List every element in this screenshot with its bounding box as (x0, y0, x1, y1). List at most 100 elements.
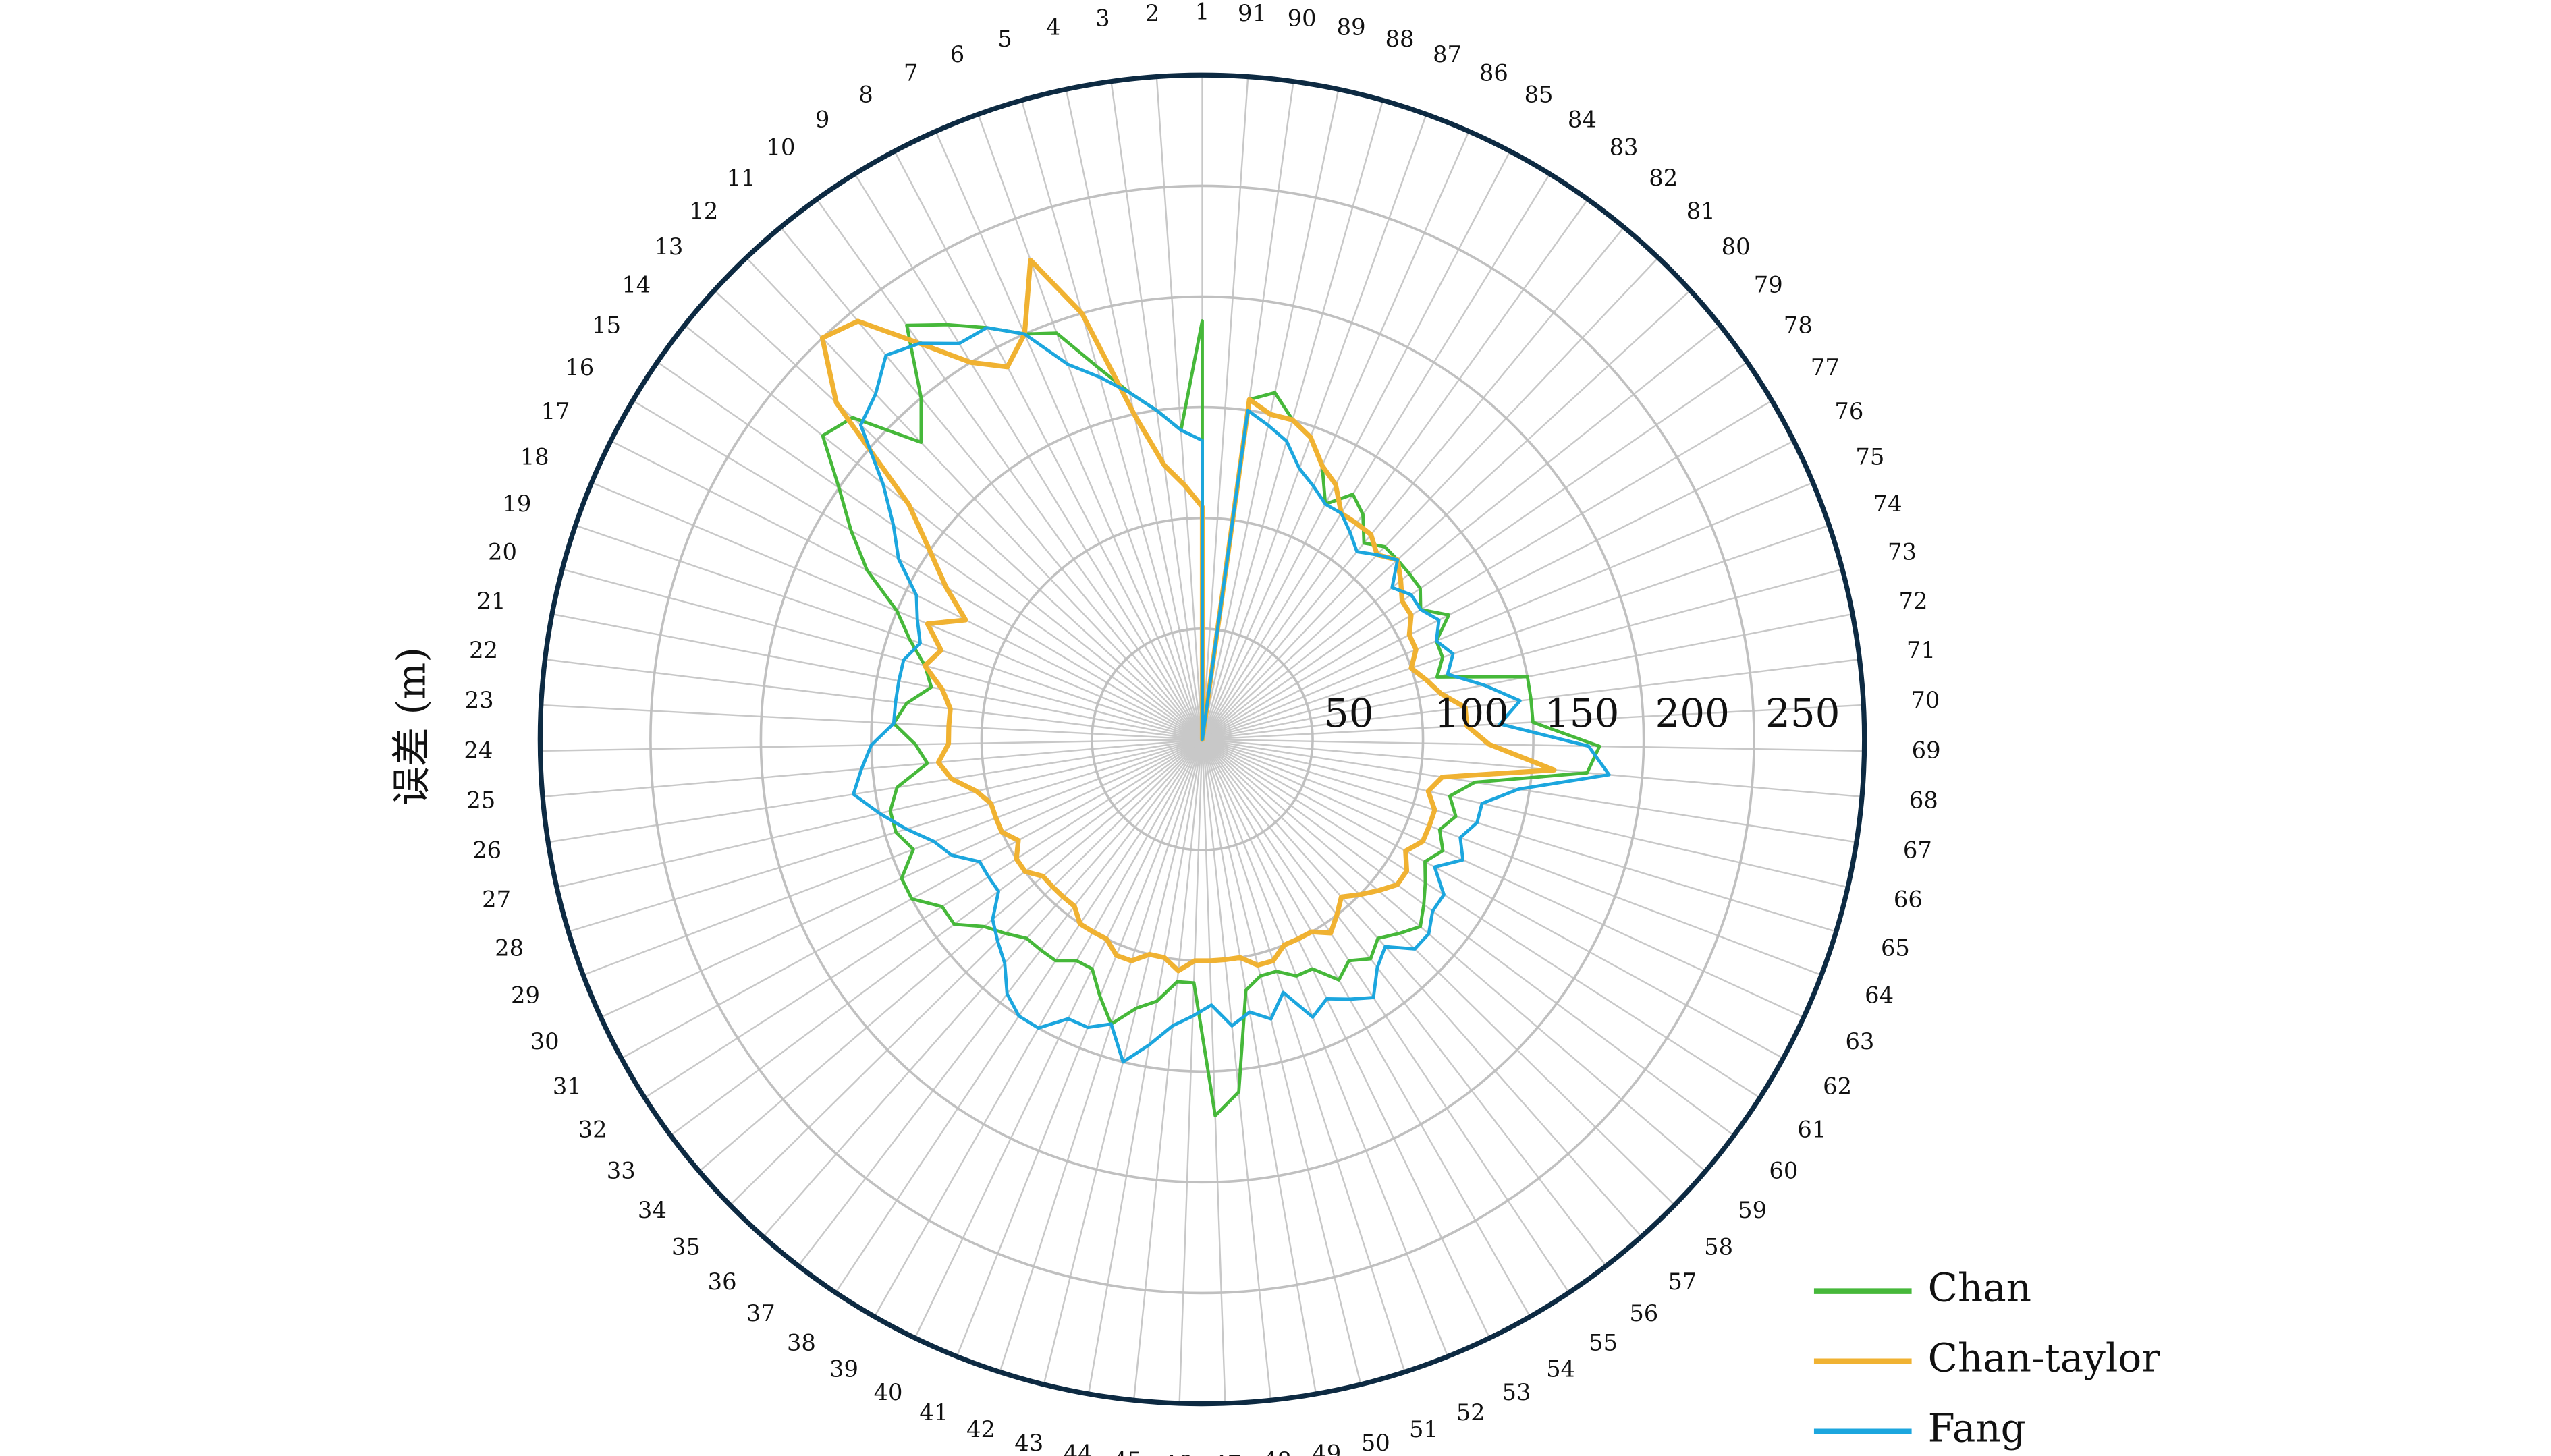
category-label: 35 (671, 1234, 701, 1260)
category-label: 69 (1912, 737, 1941, 763)
category-label: 11 (727, 165, 756, 191)
y-axis-label: 误差 (m) (389, 647, 435, 806)
r-tick-label: 50 (1324, 690, 1374, 736)
category-label: 90 (1288, 5, 1317, 32)
legend-label: Fang (1928, 1405, 2026, 1451)
category-label: 47 (1213, 1451, 1242, 1456)
category-label: 64 (1865, 982, 1894, 1009)
category-label: 39 (829, 1355, 858, 1382)
category-label: 49 (1312, 1440, 1341, 1456)
r-tick-label: 200 (1655, 690, 1730, 736)
r-tick-label: 100 (1434, 690, 1508, 736)
category-label: 65 (1881, 934, 1910, 961)
category-label: 66 (1894, 886, 1923, 912)
category-label: 57 (1668, 1268, 1697, 1295)
category-label: 52 (1456, 1399, 1485, 1426)
category-label: 42 (966, 1416, 995, 1443)
grid-ring (759, 295, 1645, 1184)
outer-ring (537, 72, 1867, 1407)
category-label: 45 (1113, 1447, 1142, 1456)
category-label: 38 (787, 1329, 816, 1355)
category-label: 44 (1064, 1440, 1093, 1456)
category-label: 75 (1855, 444, 1884, 470)
category-label: 12 (689, 198, 718, 224)
category-label: 27 (482, 886, 511, 912)
category-label: 86 (1479, 59, 1508, 86)
r-tick-label: 250 (1765, 690, 1840, 736)
category-label: 74 (1873, 491, 1902, 517)
category-label: 78 (1784, 312, 1813, 338)
category-label: 7 (904, 59, 918, 86)
category-label: 25 (466, 787, 495, 814)
category-label: 19 (502, 491, 531, 517)
category-label: 56 (1629, 1300, 1658, 1326)
category-label: 10 (766, 134, 795, 161)
category-label: 6 (950, 41, 964, 67)
category-label: 29 (511, 982, 540, 1009)
category-label: 73 (1888, 538, 1917, 565)
category-label: 36 (708, 1268, 737, 1295)
grid-ring (649, 184, 1755, 1295)
category-label: 87 (1433, 41, 1462, 67)
category-label: 34 (638, 1197, 667, 1223)
category-label: 72 (1899, 588, 1928, 614)
category-label: 67 (1903, 837, 1932, 863)
category-label: 83 (1610, 134, 1639, 161)
category-label: 89 (1337, 13, 1366, 40)
r-tick-label: 150 (1545, 690, 1619, 736)
category-label: 21 (477, 588, 506, 614)
series-line (819, 257, 1557, 974)
category-label: 16 (565, 354, 594, 381)
category-label: 20 (488, 538, 517, 565)
category-label: 26 (472, 837, 501, 863)
category-label: 81 (1686, 198, 1716, 224)
category-label: 3 (1095, 5, 1109, 32)
category-label: 88 (1386, 26, 1415, 52)
category-label: 55 (1589, 1329, 1618, 1355)
category-label: 31 (553, 1073, 582, 1100)
category-label: 77 (1811, 354, 1840, 381)
category-label: 91 (1238, 0, 1267, 26)
category-label: 8 (858, 82, 873, 108)
category-label: 51 (1409, 1416, 1438, 1443)
category-label: 32 (578, 1117, 607, 1143)
category-label: 23 (465, 687, 494, 713)
category-label: 18 (520, 444, 549, 470)
category-label: 9 (815, 106, 829, 132)
category-label: 53 (1502, 1379, 1531, 1405)
category-label: 2 (1145, 0, 1159, 26)
category-label: 61 (1797, 1117, 1826, 1143)
series-line (852, 326, 1611, 1064)
category-label: 58 (1704, 1234, 1733, 1260)
category-label: 76 (1834, 398, 1863, 424)
category-label: 46 (1163, 1451, 1192, 1456)
category-label: 28 (495, 934, 524, 961)
category-label: 70 (1911, 687, 1940, 713)
category-label: 5 (997, 26, 1012, 52)
category-label: 60 (1769, 1158, 1798, 1184)
category-label: 1 (1195, 0, 1209, 24)
category-label: 79 (1754, 272, 1783, 298)
category-label: 84 (1568, 106, 1597, 132)
category-label: 13 (654, 233, 683, 260)
legend-label: Chan (1928, 1265, 2031, 1311)
category-label: 48 (1263, 1447, 1292, 1456)
category-label: 41 (919, 1399, 948, 1426)
category-label: 50 (1361, 1430, 1390, 1456)
category-label: 62 (1823, 1073, 1852, 1100)
category-label: 30 (530, 1028, 559, 1055)
category-label: 68 (1909, 787, 1938, 814)
category-label: 33 (607, 1158, 636, 1184)
category-label: 17 (541, 398, 570, 424)
category-label: 82 (1649, 165, 1678, 191)
legend-label: Chan-taylor (1928, 1335, 2161, 1381)
category-label: 43 (1014, 1430, 1043, 1456)
category-label: 24 (464, 737, 493, 763)
category-label: 63 (1845, 1028, 1874, 1055)
category-label: 40 (874, 1379, 903, 1405)
category-label: 15 (592, 312, 621, 338)
category-label: 71 (1907, 637, 1936, 663)
category-label: 37 (746, 1300, 775, 1326)
